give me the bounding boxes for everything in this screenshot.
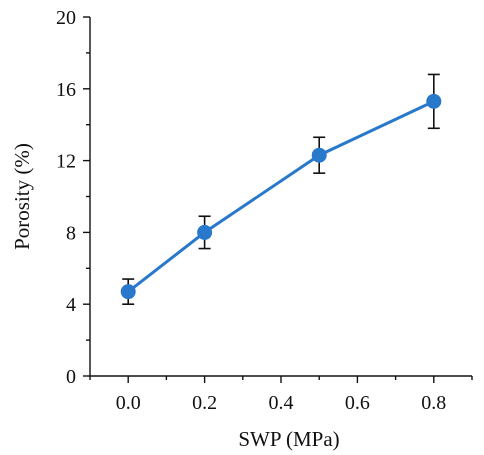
y-axis-label: Porosity (%) — [10, 143, 34, 250]
axes — [89, 17, 472, 377]
x-tick-label: 0.4 — [269, 392, 294, 414]
x-tick-label: 0.2 — [192, 392, 217, 414]
x-tick-label: 0.6 — [345, 392, 370, 414]
x-axis-label: SWP (MPa) — [238, 427, 339, 451]
y-ticks: 0 4 8 12 16 20 — [56, 7, 90, 388]
series-line — [127, 100, 435, 293]
y-tick-label: 4 — [66, 294, 76, 316]
data-point — [426, 93, 442, 109]
data-point — [311, 147, 327, 163]
series-layer — [120, 73, 442, 306]
y-tick-label: 8 — [66, 222, 76, 244]
data-point — [120, 284, 136, 300]
y-tick-label: 16 — [56, 79, 76, 101]
x-tick-label: 0.8 — [421, 392, 446, 414]
y-tick-label: 12 — [56, 151, 76, 173]
y-tick-label: 20 — [56, 7, 76, 29]
data-point — [197, 224, 213, 240]
x-tick-label: 0.0 — [116, 392, 141, 414]
x-ticks: 0.0 0.2 0.4 0.6 0.8 — [89, 376, 473, 414]
y-tick-label: 0 — [66, 366, 76, 388]
